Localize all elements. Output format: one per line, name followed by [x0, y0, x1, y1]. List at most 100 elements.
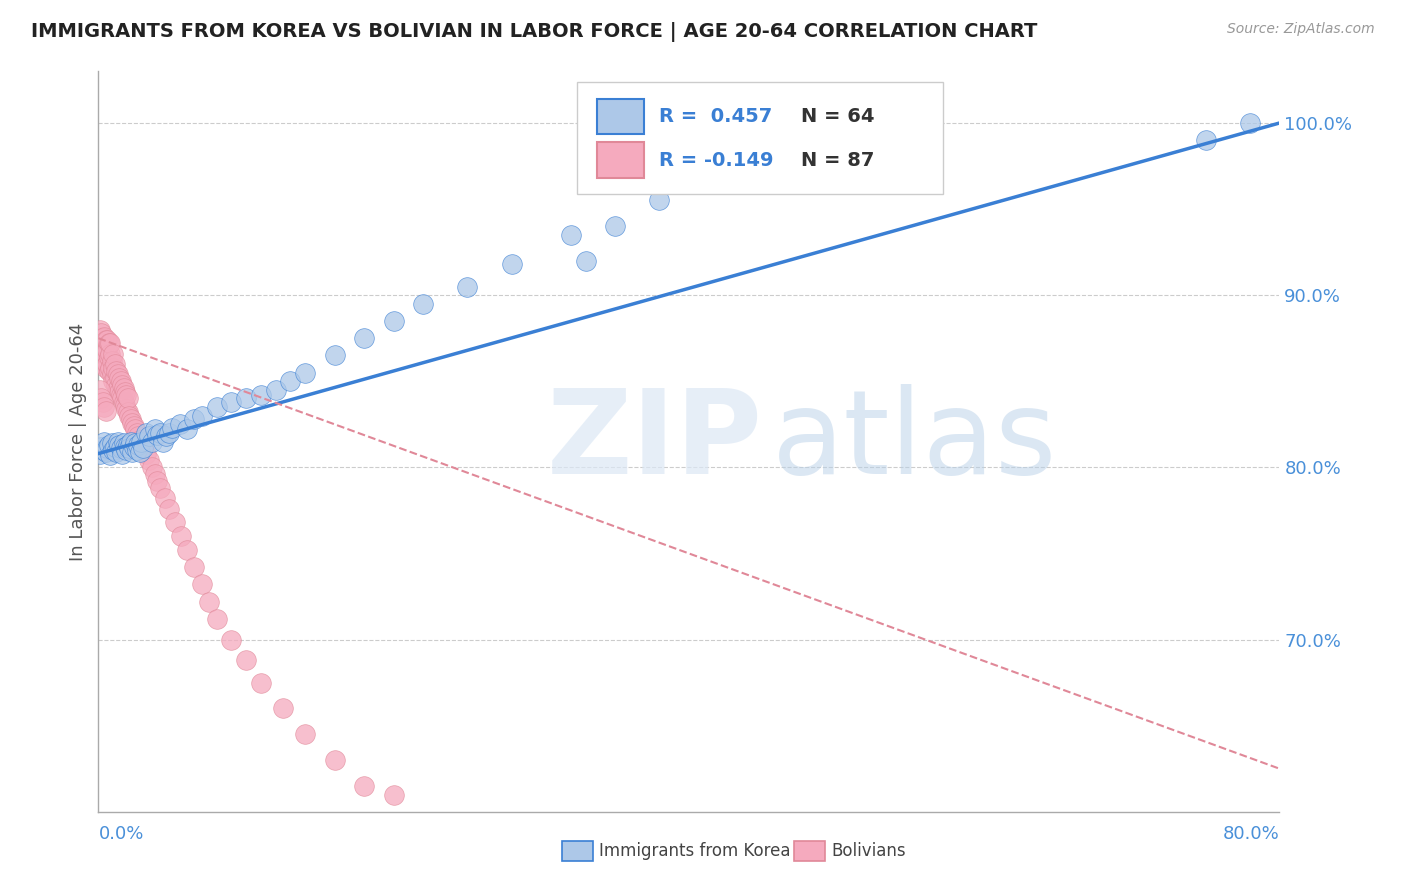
- Point: [575, 253, 598, 268]
- Point: [91, 443, 114, 458]
- Point: [111, 392, 134, 406]
- Point: [115, 443, 138, 458]
- Point: [107, 381, 129, 395]
- Point: [91, 343, 114, 358]
- Point: [93, 353, 115, 368]
- Point: [117, 405, 139, 419]
- Point: [183, 412, 205, 426]
- Point: [157, 501, 180, 516]
- Point: [91, 395, 114, 409]
- Point: [120, 412, 142, 426]
- Text: R =  0.457: R = 0.457: [659, 107, 773, 126]
- Point: [90, 336, 112, 351]
- Point: [264, 383, 287, 397]
- Point: [132, 440, 155, 454]
- Point: [122, 440, 145, 454]
- Point: [221, 632, 243, 647]
- Point: [170, 529, 193, 543]
- Point: [93, 400, 115, 414]
- Point: [412, 297, 434, 311]
- Point: [176, 422, 198, 436]
- Point: [115, 401, 138, 416]
- Point: [143, 467, 166, 482]
- Point: [111, 377, 134, 392]
- Y-axis label: In Labor Force | Age 20-64: In Labor Force | Age 20-64: [69, 322, 87, 561]
- Point: [117, 392, 139, 406]
- Point: [105, 445, 128, 459]
- Point: [90, 392, 112, 406]
- Point: [89, 323, 111, 337]
- Point: [96, 343, 118, 358]
- Point: [205, 612, 228, 626]
- Point: [457, 279, 479, 293]
- Point: [108, 371, 131, 385]
- Point: [112, 381, 135, 395]
- Point: [162, 421, 183, 435]
- Point: [648, 194, 671, 208]
- Point: [382, 788, 405, 802]
- Point: [105, 377, 128, 392]
- Point: [141, 460, 163, 475]
- Point: [117, 438, 139, 452]
- Point: [103, 374, 125, 388]
- Point: [205, 400, 228, 414]
- Point: [605, 219, 627, 234]
- Point: [155, 429, 177, 443]
- Point: [294, 727, 316, 741]
- Point: [128, 445, 150, 459]
- Point: [121, 445, 143, 459]
- Point: [114, 440, 136, 454]
- Point: [90, 440, 112, 454]
- Point: [280, 374, 302, 388]
- Point: [96, 333, 118, 347]
- Point: [152, 434, 174, 449]
- Point: [90, 348, 112, 362]
- Point: [132, 442, 155, 456]
- Point: [138, 429, 160, 443]
- Point: [94, 445, 117, 459]
- Point: [93, 329, 115, 343]
- Point: [135, 447, 157, 461]
- Point: [121, 416, 143, 430]
- Point: [146, 427, 169, 442]
- Text: N = 87: N = 87: [801, 151, 875, 169]
- Point: [153, 491, 176, 506]
- Point: [1195, 133, 1218, 147]
- Point: [141, 434, 163, 449]
- Point: [198, 595, 221, 609]
- Point: [104, 371, 127, 385]
- Point: [98, 336, 121, 351]
- Point: [125, 425, 148, 440]
- Point: [129, 434, 152, 449]
- Text: IMMIGRANTS FROM KOREA VS BOLIVIAN IN LABOR FORCE | AGE 20-64 CORRELATION CHART: IMMIGRANTS FROM KOREA VS BOLIVIAN IN LAB…: [31, 22, 1038, 42]
- Point: [157, 425, 180, 440]
- Point: [103, 347, 125, 361]
- Point: [94, 333, 117, 347]
- FancyBboxPatch shape: [576, 82, 943, 194]
- Text: Immigrants from Korea: Immigrants from Korea: [599, 842, 790, 860]
- Point: [107, 368, 129, 382]
- Bar: [596, 99, 644, 135]
- Point: [98, 448, 121, 462]
- Point: [89, 383, 111, 397]
- Point: [560, 227, 582, 242]
- Point: [169, 417, 191, 432]
- Point: [235, 653, 257, 667]
- Point: [176, 543, 198, 558]
- Point: [104, 357, 127, 371]
- Point: [111, 447, 134, 461]
- Point: [127, 438, 149, 452]
- Point: [250, 388, 273, 402]
- Point: [110, 374, 132, 388]
- Point: [103, 443, 125, 458]
- Point: [114, 398, 136, 412]
- Point: [353, 779, 375, 793]
- Text: atlas: atlas: [772, 384, 1057, 499]
- Point: [100, 436, 122, 450]
- Point: [98, 347, 121, 361]
- Point: [323, 753, 346, 767]
- Point: [107, 434, 129, 449]
- Point: [93, 434, 115, 449]
- Point: [235, 392, 257, 406]
- Point: [94, 360, 117, 375]
